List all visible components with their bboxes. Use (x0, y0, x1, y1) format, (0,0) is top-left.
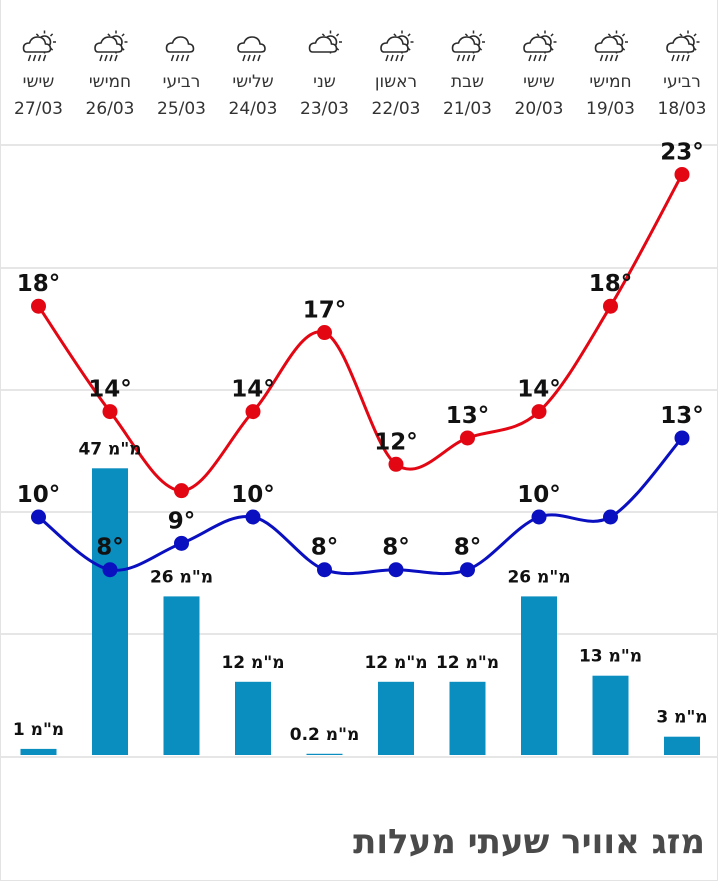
min-temp-label: 13° (660, 403, 704, 429)
rain-bar (20, 748, 57, 755)
min-temp-point (674, 430, 690, 446)
max-temp-label: 12° (374, 429, 418, 455)
max-temp-line (37, 173, 684, 493)
max-temp-label: 14° (231, 377, 275, 403)
day-name: ראשון (375, 72, 417, 92)
day-name: חמישי (589, 72, 631, 92)
day-name: שני (313, 72, 336, 92)
weather-chart: רביעי 18/03 חמישי 19/03 שישי 20/03 שבת 21/03 ראש… (1, 30, 717, 758)
min-temp-point (317, 562, 332, 578)
rain-cloud-icon (237, 36, 266, 62)
max-temp-point (460, 430, 475, 446)
rain-bar (92, 468, 128, 755)
max-temp-point (317, 325, 332, 341)
min-temp-label: 8° (454, 535, 482, 561)
rain-label: 47 מ"מ (78, 439, 141, 459)
rain-cloud-icon (165, 36, 195, 62)
max-temp-point (603, 298, 618, 314)
max-temp-label: 18° (17, 271, 61, 297)
rain-label: 13 מ"מ (579, 647, 642, 667)
day-date: 21/03 (443, 99, 492, 119)
partly-cloudy-icon (308, 30, 342, 54)
day-date: 20/03 (515, 99, 564, 119)
rain-sun-icon (594, 30, 628, 62)
day-date: 19/03 (586, 99, 635, 119)
day-name: שלישי (232, 72, 273, 92)
rain-label: 0.2 מ"מ (290, 725, 360, 745)
max-temp-point (531, 404, 547, 420)
max-temp-point (388, 456, 404, 472)
rain-sun-icon (94, 30, 128, 62)
min-temp-point (102, 562, 118, 578)
rain-bar (449, 681, 486, 755)
rain-bar (235, 681, 271, 755)
rain-label: 3 מ"מ (656, 708, 707, 728)
max-temp-point (102, 404, 118, 420)
rain-label: 1 מ"מ (13, 720, 64, 740)
rain-bar (306, 753, 343, 755)
max-temp-label: 23° (660, 139, 704, 165)
rain-label: 12 מ"מ (436, 653, 499, 673)
day-name: רביעי (163, 72, 201, 92)
min-temp-point (460, 562, 475, 578)
max-temp-point (31, 298, 46, 314)
max-temp-label: 17° (303, 298, 347, 324)
min-temp-label: 8° (96, 535, 124, 561)
max-temp-label: 13° (446, 403, 490, 429)
min-temp-label: 8° (311, 535, 339, 561)
max-temp-point (674, 166, 690, 182)
rain-bar (378, 681, 414, 755)
min-temp-point (531, 509, 547, 525)
rain-bar (664, 736, 700, 755)
day-name: שישי (23, 72, 55, 92)
min-temp-point (603, 509, 618, 525)
max-temp-label: 18° (589, 271, 633, 297)
min-temp-point (245, 509, 261, 525)
rain-bar (592, 675, 629, 755)
min-temp-label: 10° (517, 482, 561, 508)
day-name: שישי (523, 72, 555, 92)
rain-sun-icon (380, 30, 414, 62)
min-temp-label: 10° (17, 482, 61, 508)
day-name: שבת (451, 72, 484, 92)
rain-label: 26 מ"מ (150, 567, 213, 587)
min-temp-line (37, 436, 684, 576)
rain-sun-icon (666, 30, 700, 62)
rain-bar (163, 596, 200, 755)
rain-sun-icon (523, 30, 557, 62)
min-temp-label: 9° (168, 508, 196, 534)
min-temp-point (388, 562, 404, 578)
day-date: 26/03 (86, 99, 135, 119)
day-name: רביעי (663, 72, 701, 92)
rain-label: 12 מ"מ (364, 653, 427, 673)
day-date: 22/03 (372, 99, 421, 119)
min-temp-label: 8° (382, 535, 410, 561)
day-date: 24/03 (229, 99, 278, 119)
day-date: 25/03 (157, 99, 206, 119)
max-temp-point (245, 404, 261, 420)
min-temp-point (31, 509, 46, 525)
max-temp-label: 14° (517, 377, 561, 403)
rain-sun-icon (451, 30, 485, 62)
page-title: מזג אוויר שעתי מעלות (353, 822, 705, 862)
rain-label: 26 מ"מ (507, 567, 570, 587)
rain-label: 12 מ"מ (221, 653, 284, 673)
day-name: חמישי (89, 72, 131, 92)
min-temp-point (174, 535, 189, 551)
day-date: 23/03 (300, 99, 349, 119)
max-temp-point (174, 483, 189, 499)
rain-bar (521, 596, 557, 755)
rain-sun-icon (22, 30, 56, 62)
day-date: 27/03 (14, 99, 63, 119)
max-temp-label: 14° (88, 377, 132, 403)
day-date: 18/03 (658, 99, 707, 119)
min-temp-label: 10° (231, 482, 275, 508)
